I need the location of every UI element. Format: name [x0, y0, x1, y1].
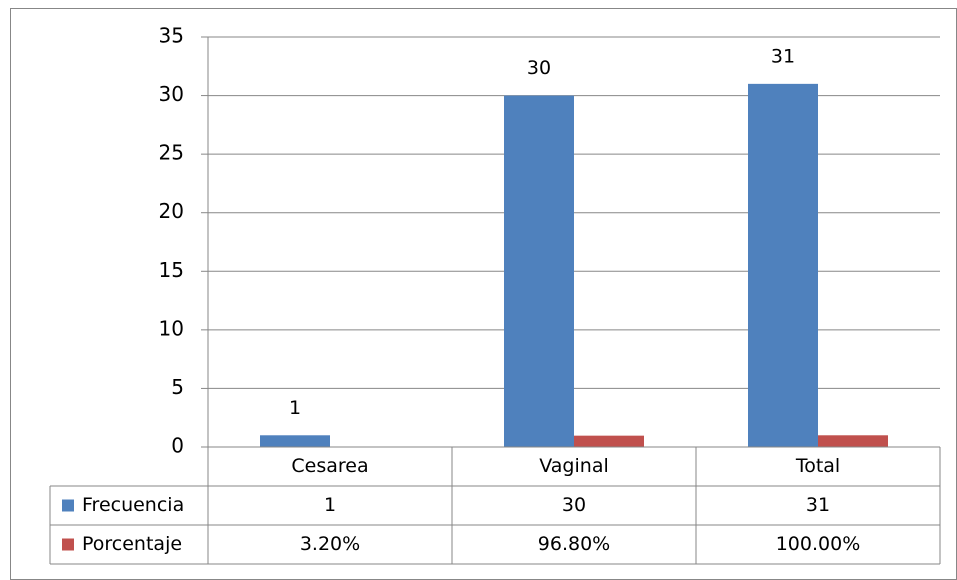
legend-key: [62, 538, 74, 551]
legend-label: Frecuencia: [82, 494, 184, 516]
y-tick-label: 0: [171, 434, 184, 458]
table-cell: 100.00%: [776, 533, 861, 555]
data-label: 31: [771, 45, 795, 67]
data-label: 1: [289, 397, 301, 419]
y-tick-label: 15: [159, 258, 184, 282]
bar: [574, 435, 644, 447]
y-tick-label: 10: [159, 316, 184, 340]
legend-label: Porcentaje: [82, 533, 182, 555]
y-tick-label: 30: [159, 82, 184, 106]
y-tick-label: 25: [159, 141, 184, 165]
legend-key: [62, 499, 74, 512]
bar: [504, 95, 574, 448]
data-label: 30: [527, 57, 551, 79]
table-cell: 1: [324, 494, 336, 516]
bar: [818, 435, 888, 447]
y-tick-label: 20: [159, 199, 184, 223]
x-tick-label: Cesarea: [291, 455, 368, 477]
bar: [260, 435, 330, 447]
y-tick-label: 35: [159, 24, 184, 48]
table-cell: 31: [806, 494, 830, 516]
x-tick-label: Total: [795, 455, 840, 477]
table-cell: 96.80%: [538, 533, 610, 555]
table-cell: 3.20%: [300, 533, 360, 555]
y-tick-label: 5: [171, 375, 184, 399]
x-tick-label: Vaginal: [539, 455, 608, 477]
table-cell: 30: [562, 494, 586, 516]
bar: [748, 83, 818, 447]
